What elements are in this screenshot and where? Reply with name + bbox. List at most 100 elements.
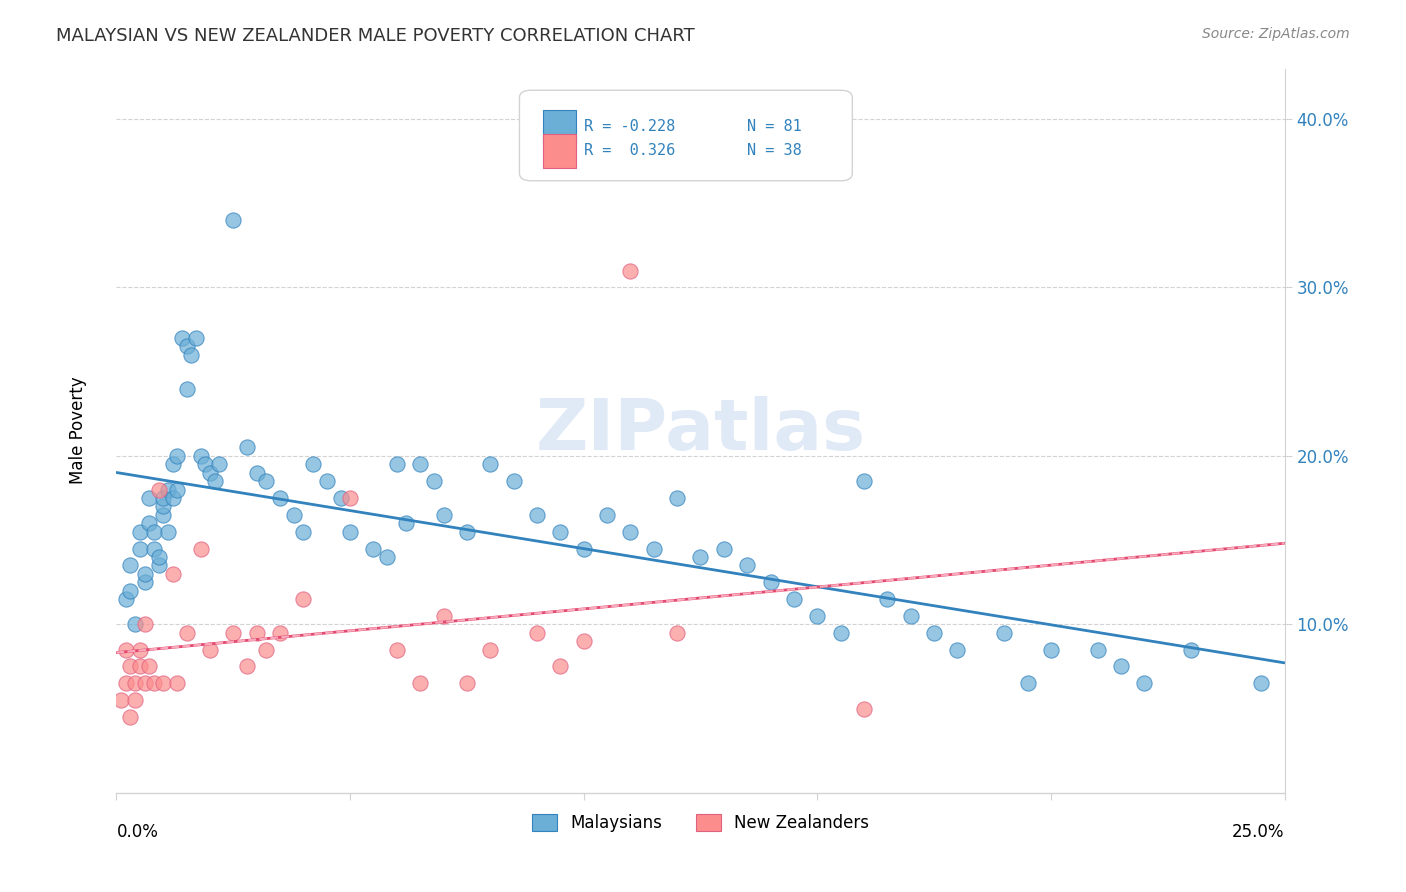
Point [1109,659,1132,673]
Point [246,625,269,640]
Point [142,676,165,690]
Point [120,583,142,598]
Point [138,659,160,673]
Point [526,508,548,522]
Text: Male Poverty: Male Poverty [69,376,87,484]
Point [432,608,454,623]
Point [148,558,170,573]
Point [269,625,291,640]
Point [208,458,231,472]
Point [156,483,179,497]
Point [142,524,165,539]
Point [830,625,852,640]
Point [550,524,572,539]
Point [236,659,259,673]
Point [1133,676,1156,690]
Text: Source: ZipAtlas.com: Source: ZipAtlas.com [1202,27,1350,41]
Point [190,541,212,556]
Point [423,474,446,488]
Point [176,339,198,353]
Point [246,466,269,480]
Point [689,549,711,564]
Point [254,474,277,488]
Point [409,458,432,472]
Point [152,491,174,505]
Point [550,659,572,673]
Point [329,491,352,505]
Point [292,524,315,539]
Text: N = 81: N = 81 [747,119,801,134]
Point [876,592,898,607]
Point [114,592,136,607]
Point [128,659,150,673]
Point [138,516,160,531]
Point [114,642,136,657]
Point [198,466,221,480]
Point [283,508,305,522]
Point [176,625,198,640]
Point [180,348,202,362]
Point [666,625,689,640]
Point [162,566,184,581]
Point [120,558,142,573]
Text: 25.0%: 25.0% [1232,823,1285,841]
Point [114,676,136,690]
Point [152,508,174,522]
Point [236,441,259,455]
Point [409,676,432,690]
Point [377,549,399,564]
Point [363,541,385,556]
Point [134,575,156,590]
Point [269,491,291,505]
Point [315,474,337,488]
Text: MALAYSIAN VS NEW ZEALANDER MALE POVERTY CORRELATION CHART: MALAYSIAN VS NEW ZEALANDER MALE POVERTY … [56,27,695,45]
Point [124,693,146,707]
Point [162,491,184,505]
Text: R = -0.228: R = -0.228 [583,119,675,134]
Point [946,642,969,657]
Point [138,491,160,505]
Point [922,625,945,640]
Point [783,592,806,607]
Point [222,625,245,640]
Point [385,642,408,657]
Point [134,566,156,581]
Point [128,541,150,556]
Point [385,458,408,472]
Point [120,659,142,673]
Point [572,634,595,648]
Point [735,558,758,573]
Point [184,331,207,345]
Point [128,642,150,657]
Point [456,676,478,690]
Point [152,676,174,690]
Point [759,575,782,590]
Point [339,524,361,539]
Point [162,458,184,472]
Point [596,508,619,522]
Point [1250,676,1272,690]
Point [1180,642,1202,657]
Text: N = 38: N = 38 [747,143,801,158]
Point [395,516,418,531]
Point [166,676,188,690]
Point [666,491,689,505]
Point [198,642,221,657]
Text: 0.0%: 0.0% [117,823,159,841]
Point [993,625,1015,640]
Point [120,710,142,724]
Point [156,524,179,539]
Point [292,592,315,607]
Text: ZIPatlas: ZIPatlas [536,396,866,465]
Point [194,458,217,472]
Point [128,524,150,539]
Point [1017,676,1039,690]
Point [222,213,245,227]
Point [148,483,170,497]
Text: R =  0.326: R = 0.326 [583,143,675,158]
FancyBboxPatch shape [543,134,575,169]
Point [166,449,188,463]
Point [124,676,146,690]
Point [1039,642,1062,657]
Point [900,608,922,623]
